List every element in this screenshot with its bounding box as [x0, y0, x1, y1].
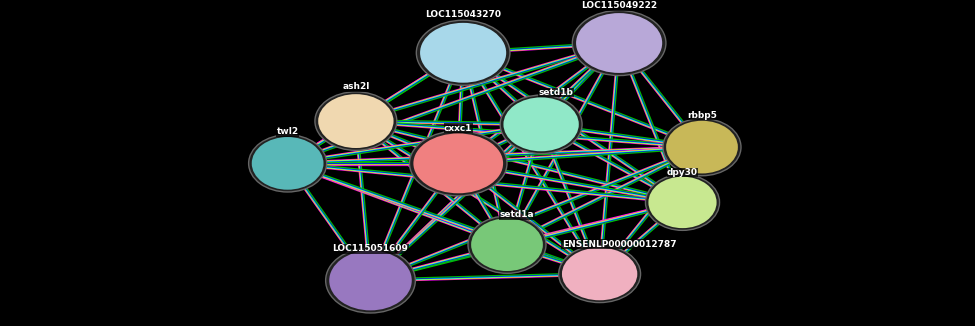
Text: cxxc1: cxxc1 — [444, 124, 473, 133]
Ellipse shape — [416, 20, 510, 85]
Text: setd1a: setd1a — [499, 210, 534, 219]
Ellipse shape — [318, 94, 394, 148]
Text: twl2: twl2 — [277, 127, 298, 136]
Ellipse shape — [572, 10, 666, 76]
Ellipse shape — [471, 218, 543, 271]
Ellipse shape — [420, 23, 506, 83]
Text: setd1b: setd1b — [538, 88, 573, 97]
Text: LOC115051609: LOC115051609 — [332, 244, 409, 253]
Ellipse shape — [648, 177, 717, 228]
Ellipse shape — [666, 121, 738, 173]
Ellipse shape — [500, 95, 582, 154]
Text: ENSENLP00000012787: ENSENLP00000012787 — [562, 240, 677, 248]
Text: ash2l: ash2l — [342, 82, 370, 91]
Ellipse shape — [576, 13, 662, 73]
Text: rbbp5: rbbp5 — [687, 111, 717, 120]
Ellipse shape — [559, 245, 641, 303]
Ellipse shape — [645, 174, 720, 230]
Ellipse shape — [410, 131, 507, 196]
Ellipse shape — [315, 92, 397, 150]
Ellipse shape — [413, 133, 503, 193]
Ellipse shape — [326, 248, 415, 313]
Ellipse shape — [503, 97, 579, 151]
Ellipse shape — [252, 137, 324, 190]
Ellipse shape — [330, 251, 411, 310]
Ellipse shape — [249, 135, 327, 192]
Ellipse shape — [663, 118, 741, 176]
Text: dpy30: dpy30 — [667, 168, 698, 177]
Text: LOC115049222: LOC115049222 — [581, 1, 657, 10]
Text: LOC115043270: LOC115043270 — [425, 10, 501, 19]
Ellipse shape — [468, 216, 546, 273]
Ellipse shape — [562, 248, 638, 300]
